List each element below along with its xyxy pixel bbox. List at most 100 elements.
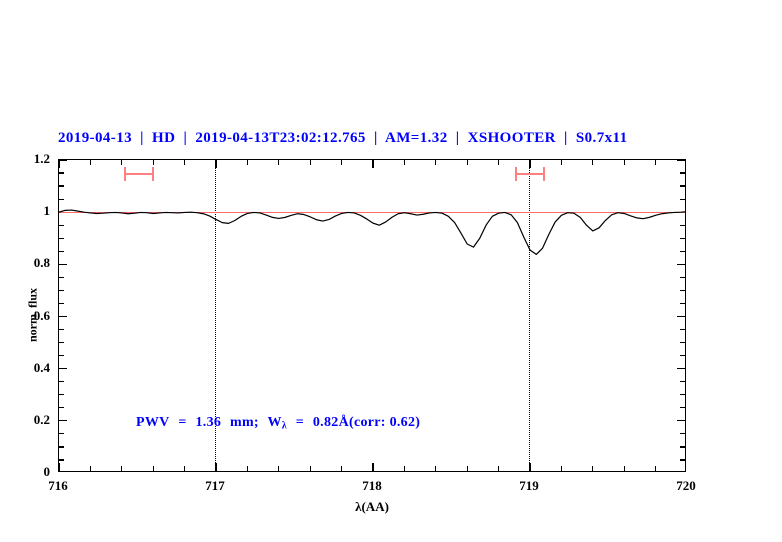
y-tick xyxy=(59,407,64,409)
pwv-label: PWV xyxy=(136,415,170,430)
x-tick xyxy=(121,466,123,471)
x-tick-label-717: 717 xyxy=(205,478,225,493)
y-tick xyxy=(680,446,685,448)
x-tick xyxy=(592,160,594,165)
x-tick xyxy=(435,160,437,165)
x-tick xyxy=(560,466,562,471)
y-tick xyxy=(677,368,685,370)
y-tick xyxy=(680,328,685,331)
pwv-annotation: PWV = 1.36 mm; Wλ = 0.82Å(corr: 0.62) xyxy=(136,415,420,432)
x-tick xyxy=(246,466,248,471)
pwv-equals: = xyxy=(178,415,187,430)
title-sep-5: | xyxy=(564,130,568,146)
title-target: HD xyxy=(152,130,176,146)
marker-bar xyxy=(124,173,154,176)
y-tick xyxy=(59,198,64,200)
x-tick xyxy=(435,466,437,471)
x-tick xyxy=(341,160,343,165)
title-sep-2: | xyxy=(183,130,188,146)
y-tick-label-0.8: 0.8 xyxy=(33,255,50,271)
y-tick xyxy=(680,394,685,396)
y-tick xyxy=(59,420,67,422)
reference-line xyxy=(59,212,685,214)
y-tick-label-0: 0 xyxy=(43,464,51,479)
y-tick xyxy=(680,172,685,174)
x-tick xyxy=(246,160,248,165)
y-tick xyxy=(677,160,685,161)
title-sep-3: | xyxy=(373,130,378,146)
x-tick xyxy=(498,466,500,471)
x-tick xyxy=(623,466,625,471)
title-sep-1: | xyxy=(140,130,144,146)
pwv-unit: mm; xyxy=(229,415,259,430)
y-axis-title: norm. flux xyxy=(25,288,40,342)
gridline-x-719 xyxy=(529,160,531,471)
y-tick xyxy=(59,433,64,435)
y-tick xyxy=(59,459,64,461)
y-tick xyxy=(680,185,685,187)
title-slit: S0.7x11 xyxy=(575,130,628,146)
x-tick xyxy=(184,160,186,165)
y-tick xyxy=(59,250,64,252)
title-sep-4: | xyxy=(455,130,460,146)
y-tick xyxy=(677,420,685,422)
telluric-marker-1 xyxy=(124,167,154,182)
marker-bar xyxy=(515,173,545,176)
y-tick xyxy=(680,276,685,278)
x-tick xyxy=(655,466,657,471)
title-date: 2019-04-13 xyxy=(58,130,132,146)
y-tick xyxy=(59,368,67,370)
y-tick xyxy=(677,315,685,318)
y-tick xyxy=(59,355,64,357)
y-tick xyxy=(680,341,685,344)
y-tick xyxy=(59,289,64,291)
y-tick xyxy=(59,160,67,161)
x-tick xyxy=(372,160,374,168)
y-tick xyxy=(59,328,64,331)
title-airmass: AM=1.32 xyxy=(385,130,448,146)
telluric-marker-2 xyxy=(515,167,545,182)
y-tick xyxy=(680,355,685,357)
equivalent-width-subscript: λ xyxy=(281,420,287,432)
y-tick-label-0.2: 0.2 xyxy=(33,411,50,427)
y-tick xyxy=(59,224,64,226)
y-tick xyxy=(680,302,685,305)
x-tick xyxy=(560,160,562,165)
y-tick xyxy=(59,172,64,174)
x-tick xyxy=(623,160,625,165)
y-tick xyxy=(680,459,685,461)
y-tick-label-0.6: 0.6 xyxy=(33,307,50,323)
y-tick xyxy=(680,224,685,226)
pwv-value: 1.36 xyxy=(195,415,222,430)
y-tick xyxy=(59,276,64,278)
x-tick xyxy=(278,160,280,165)
y-tick xyxy=(59,302,64,305)
spectrum-trace xyxy=(59,209,685,256)
x-tick-label-716: 716 xyxy=(48,478,68,493)
y-tick xyxy=(59,394,64,396)
x-tick xyxy=(121,160,123,165)
y-tick xyxy=(59,237,64,239)
x-tick xyxy=(152,466,154,471)
y-tick xyxy=(680,407,685,409)
x-tick xyxy=(89,160,91,165)
plot-area xyxy=(58,159,686,472)
y-tick xyxy=(677,263,685,265)
x-tick xyxy=(309,160,311,165)
marker-cap-right xyxy=(151,167,154,182)
gridline-x-717 xyxy=(215,160,217,471)
plot-title: 2019-04-13 | HD | 2019-04-13T23:02:12.76… xyxy=(58,130,627,147)
x-tick xyxy=(341,466,343,471)
y-tick xyxy=(59,185,64,187)
x-tick xyxy=(59,463,60,471)
title-timestamp: 2019-04-13T23:02:12.765 xyxy=(195,130,366,146)
x-tick xyxy=(466,160,468,165)
y-tick-label-1: 1 xyxy=(43,203,51,219)
correction-factor: (corr: 0.62) xyxy=(349,415,421,430)
y-tick xyxy=(680,381,685,383)
y-tick-label-0.4: 0.4 xyxy=(33,359,50,375)
x-tick xyxy=(466,466,468,471)
y-tick xyxy=(680,433,685,435)
x-axis-title: λ(AA) xyxy=(355,499,389,514)
x-tick xyxy=(89,466,91,471)
